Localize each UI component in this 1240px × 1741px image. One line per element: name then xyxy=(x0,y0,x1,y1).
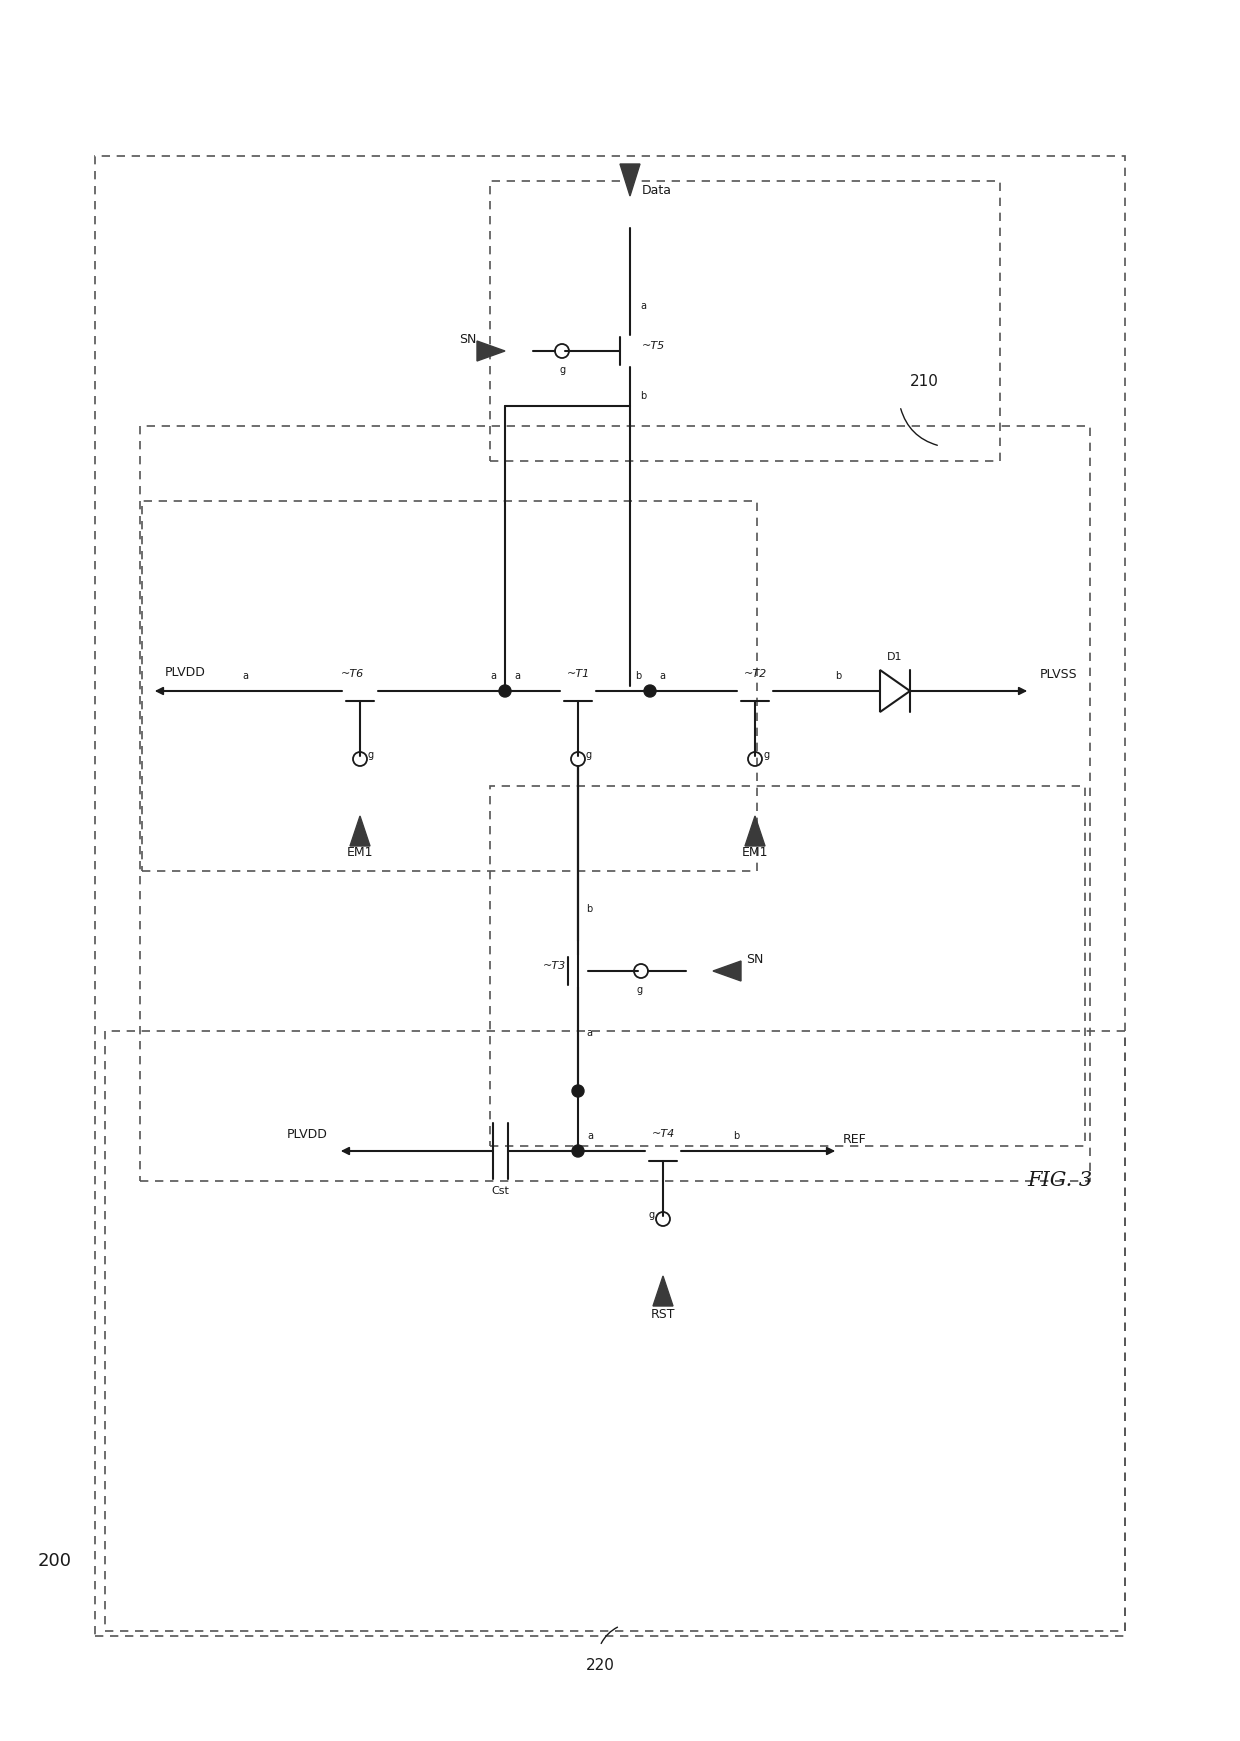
Text: FIG. 3: FIG. 3 xyxy=(1028,1172,1092,1191)
Bar xyxy=(143,501,756,870)
Text: RST: RST xyxy=(651,1307,676,1321)
Bar xyxy=(490,181,999,461)
Text: g: g xyxy=(763,750,769,761)
Text: Cst: Cst xyxy=(491,1186,510,1196)
Bar xyxy=(95,157,1125,1637)
Circle shape xyxy=(644,684,656,696)
Text: ~T2: ~T2 xyxy=(743,669,766,679)
Text: a: a xyxy=(587,1027,591,1038)
Text: b: b xyxy=(587,904,593,914)
Text: a: a xyxy=(515,670,520,681)
Polygon shape xyxy=(713,961,742,980)
Text: g: g xyxy=(368,750,374,761)
Text: ~T1: ~T1 xyxy=(567,669,590,679)
Text: ~T3: ~T3 xyxy=(543,961,565,971)
Bar xyxy=(140,427,1090,1180)
Polygon shape xyxy=(745,817,765,846)
Polygon shape xyxy=(477,341,505,360)
Text: a: a xyxy=(242,670,248,681)
Text: EM1: EM1 xyxy=(742,846,769,858)
Circle shape xyxy=(498,684,511,696)
Text: SN: SN xyxy=(460,333,477,346)
Text: Data: Data xyxy=(642,185,672,197)
Text: g: g xyxy=(587,750,593,761)
Polygon shape xyxy=(620,164,640,197)
Bar xyxy=(490,785,1085,1146)
Text: 210: 210 xyxy=(910,374,939,388)
Circle shape xyxy=(572,1085,584,1097)
Bar xyxy=(105,1031,1125,1631)
Text: 200: 200 xyxy=(38,1551,72,1570)
Text: PLVSS: PLVSS xyxy=(1040,669,1078,681)
Text: a: a xyxy=(587,1132,593,1140)
Text: ~T4: ~T4 xyxy=(651,1128,675,1139)
Text: SN: SN xyxy=(746,952,764,966)
Text: b: b xyxy=(733,1132,739,1140)
Text: 220: 220 xyxy=(585,1659,615,1673)
Text: EM1: EM1 xyxy=(347,846,373,858)
Text: g: g xyxy=(649,1210,655,1220)
Polygon shape xyxy=(350,817,370,846)
Text: b: b xyxy=(835,670,841,681)
Text: ~T5: ~T5 xyxy=(642,341,665,352)
Text: REF: REF xyxy=(843,1133,867,1146)
Text: g: g xyxy=(637,985,644,996)
Polygon shape xyxy=(653,1276,673,1306)
Text: b: b xyxy=(640,392,646,400)
Text: a: a xyxy=(658,670,665,681)
Circle shape xyxy=(572,1146,584,1158)
Text: PLVDD: PLVDD xyxy=(165,667,206,679)
Text: a: a xyxy=(640,301,646,312)
Text: PLVDD: PLVDD xyxy=(288,1128,329,1140)
Text: a: a xyxy=(490,670,496,681)
Text: b: b xyxy=(635,670,641,681)
Text: g: g xyxy=(560,366,567,374)
Text: ~T6: ~T6 xyxy=(340,669,363,679)
Text: D1: D1 xyxy=(888,651,903,662)
